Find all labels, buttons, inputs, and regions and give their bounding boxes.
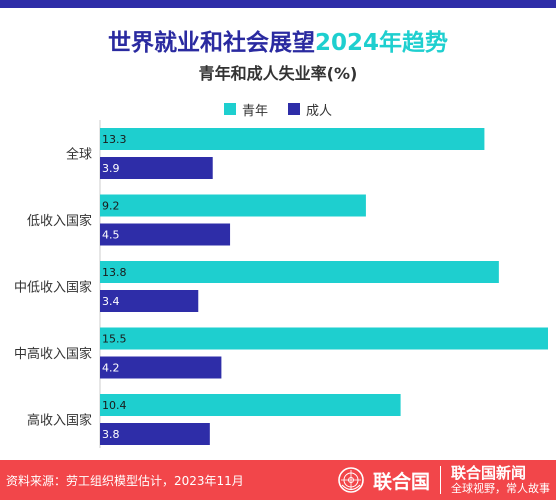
source-note: 资料来源：劳工组织模型估计，2023年11月 <box>6 473 244 488</box>
brand-news-block: 联合国新闻 全球视野，常人故事 <box>451 463 550 496</box>
bar-adult <box>100 356 222 379</box>
brand-divider <box>440 466 441 494</box>
category-label: 低收入国家 <box>27 213 92 229</box>
legend-label-adult: 成人 <box>306 103 333 119</box>
legend-item-youth: 青年 <box>223 100 268 119</box>
legend-item-adult: 成人 <box>288 100 332 119</box>
data-label: 9.2 <box>102 200 120 213</box>
legend-label-youth: 青年 <box>241 103 268 119</box>
data-label: 10.4 <box>102 399 127 412</box>
data-label: 13.3 <box>102 133 127 146</box>
brand-slogan: 全球视野，常人故事 <box>451 481 550 495</box>
data-label: 4.5 <box>102 229 120 242</box>
chart-title: 世界就业和社会展望2024年趋势 <box>0 28 556 58</box>
footer-bar: 资料来源：劳工组织模型估计，2023年11月 联合国 联合国新闻 全球视野，常人… <box>0 460 556 500</box>
data-label: 3.4 <box>102 295 120 308</box>
legend-swatch-youth <box>223 103 236 115</box>
bar-youth <box>100 394 401 416</box>
bar-youth <box>100 194 366 217</box>
bar-youth <box>100 261 499 283</box>
category-label: 中低收入国家 <box>14 280 92 296</box>
category-label: 中高收入国家 <box>14 346 92 362</box>
data-label: 15.5 <box>102 333 127 346</box>
un-emblem-icon <box>338 467 364 493</box>
legend-swatch-adult <box>288 103 300 115</box>
data-label: 4.2 <box>102 362 120 375</box>
bar-chart: 全球 13.3 3.9 低收入国家 9.2 4.5 中低收入国家 13.8 3.4 中高收入国家 1… <box>14 120 548 448</box>
brand-news-title: 联合国新闻 <box>451 463 527 482</box>
chart-subtitle: 青年和成人失业率(%) <box>198 64 358 83</box>
top-accent-strip <box>0 0 556 8</box>
bar-youth <box>100 128 485 150</box>
bar-adult <box>100 290 199 312</box>
bar-adult <box>100 423 210 445</box>
chart-legend: 青年 成人 <box>0 100 556 119</box>
category-label: 高收入国家 <box>27 413 92 429</box>
category-label: 全球 <box>66 147 92 163</box>
data-label: 3.8 <box>102 428 120 441</box>
bar-adult <box>100 157 213 179</box>
title-year: 2024年趋势 <box>314 30 448 56</box>
bar-youth <box>100 327 548 350</box>
data-label: 13.8 <box>102 266 127 279</box>
data-label: 3.9 <box>102 162 120 175</box>
bar-adult <box>100 223 231 246</box>
brand-name: 联合国 <box>372 470 430 493</box>
title-main: 世界就业和社会展望 <box>107 30 315 56</box>
